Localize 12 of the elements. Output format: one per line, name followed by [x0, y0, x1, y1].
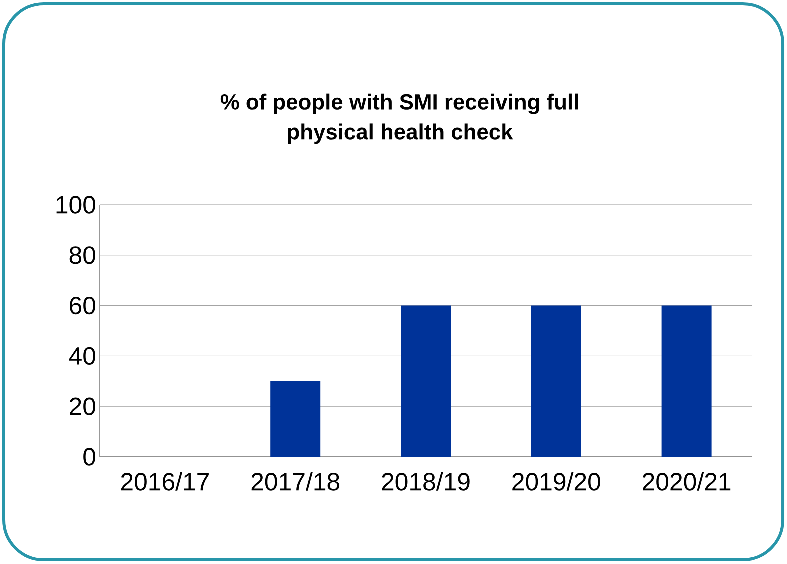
y-tick-label: 0 — [84, 448, 96, 466]
y-tick-label: 60 — [70, 296, 96, 315]
y-tick-label: 40 — [69, 347, 96, 366]
x-tick-label: 2019/20 — [512, 472, 600, 491]
x-tick-label: 2018/19 — [382, 472, 470, 491]
y-tick-label: 100 — [56, 196, 96, 214]
y-tick-label: 80 — [70, 246, 96, 264]
x-tick-label: 2016/17 — [121, 472, 209, 491]
x-tick-label: 2017/18 — [252, 472, 340, 491]
x-tick-label: 2020/21 — [643, 472, 731, 491]
chart-title: % of people with SMI receiving full physical health check — [220, 94, 578, 144]
y-tick-label: 20 — [70, 398, 96, 416]
